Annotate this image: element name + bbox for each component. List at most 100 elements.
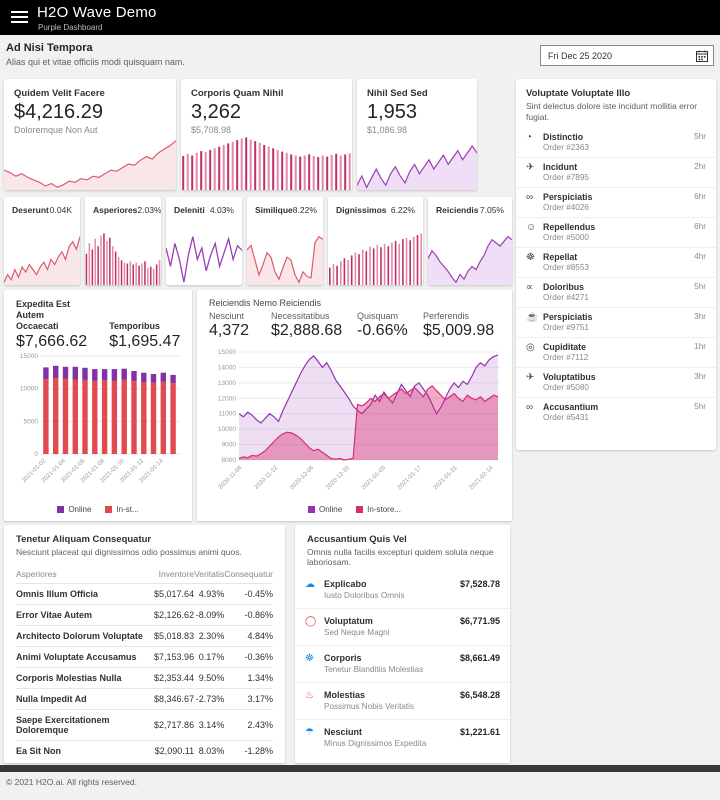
footer-divider [0, 765, 720, 772]
order-time: 5hr [694, 132, 706, 142]
table-row[interactable]: Ea Sit Non $2,090.11 8.03% -1.28% [16, 740, 273, 761]
sale-value: $7,528.78 [459, 579, 500, 589]
column-header: Consequatur [224, 569, 273, 579]
list-item[interactable]: ✈ Voluptatibus Order #5080 3hr [516, 368, 716, 399]
page-subtitle: Alias qui et vitae officiis modi quisqua… [6, 57, 185, 67]
order-text: Cupiditate Order #7112 [543, 342, 694, 363]
order-text: Repellendus Order #5000 [543, 222, 694, 243]
legend-swatch-instore [356, 506, 364, 513]
chart-legend: Online In-store... [197, 505, 512, 514]
card-value: 6.22% [390, 205, 415, 215]
table-cell: 8.03% [194, 740, 225, 761]
order-name: Voluptatibus [543, 372, 596, 383]
table-cell: Saepe Exercitationem Doloremque [16, 709, 155, 741]
data-table: Asperiores Inventore Veritatis Consequatur … [16, 565, 273, 761]
table-cell: -0.45% [224, 583, 273, 605]
list-item[interactable]: ∝ Doloribus Order #4271 5hr [516, 278, 716, 309]
list-item[interactable]: ∞ Perspiciatis Order #4026 6hr [516, 188, 716, 219]
legend-swatch-online [57, 506, 65, 513]
table-row[interactable]: Error Vitae Autem $2,126.62 -8.09% -0.86% [16, 604, 273, 626]
stat-value: -0.66% [357, 322, 408, 339]
stat-column: Temporibus $1,695.47 [109, 321, 180, 352]
table-cell: 1.34% [224, 667, 273, 689]
sale-name: Voluptatum [324, 616, 373, 626]
sale-value: $8,661.49 [459, 653, 500, 663]
list-item[interactable]: ☸ Repellat Order #8553 4hr [516, 248, 716, 279]
card-title: Similique [255, 205, 293, 215]
order-text: Repellat Order #8553 [543, 252, 694, 273]
table-row[interactable]: Nulla Impedit Ad $8,346.67 -2.73% 3.17% [16, 688, 273, 710]
list-item[interactable]: ∞ Accusantium Order #5431 5hr [516, 398, 716, 427]
card-title: Asperiores [93, 205, 138, 215]
order-time: 4hr [694, 252, 706, 262]
area-chart-card: Reiciendis Nemo Reiciendis Nesciunt 4,372… [197, 290, 512, 521]
list-item[interactable]: ◔ Distinctio Order #2363 5hr [516, 128, 716, 159]
legend-label: In-st... [116, 505, 139, 514]
table-cell: 3.14% [194, 709, 225, 741]
sale-text: Nesciunt Minus Dignissimos Expedita [324, 727, 460, 749]
legend-label: In-store... [367, 505, 401, 514]
table-cell: Animi Voluptate Accusamus [16, 646, 155, 668]
legend-label: Online [68, 505, 92, 514]
order-time: 3hr [694, 312, 706, 322]
table-header-row: Asperiores Inventore Veritatis Consequatur [16, 565, 273, 584]
list-item: ♨ Molestias Possimus Nobis Veritatis $6,548… [295, 683, 510, 720]
stat-label: Quisquam [357, 311, 399, 321]
svg-text:2021-02-14: 2021-02-14 [469, 465, 495, 491]
list-item[interactable]: ☺ Repellendus Order #5000 6hr [516, 218, 716, 249]
sale-name: Molestias [324, 690, 366, 700]
order-text: Incidunt Order #7895 [543, 162, 694, 183]
order-caption: Order #8553 [543, 263, 589, 273]
list-item[interactable]: ✈ Incidunt Order #7895 2hr [516, 158, 716, 189]
order-time: 5hr [694, 402, 706, 412]
order-time: 1hr [694, 342, 706, 352]
binoculars-icon: ∞ [526, 192, 534, 204]
card-title: Nihil Sed Sed [367, 88, 428, 99]
sale-name: Corporis [324, 653, 362, 663]
table-cell: $2,353.44 [154, 667, 195, 689]
table-row[interactable]: Corporis Molestias Nulla $2,353.44 9.50% 1.… [16, 667, 273, 689]
table-cell: Architecto Dolorum Voluptate [16, 625, 155, 647]
stat-card-nihil: Nihil Sed Sed 1,953 $1,086.98 [357, 79, 477, 190]
order-text: Perspiciatis Order #4026 [543, 192, 694, 213]
table-card: Tenetur Aliquam Consequatur Nesciunt pla… [4, 525, 285, 763]
order-name: Perspiciatis [543, 312, 593, 323]
table-row[interactable]: Architecto Dolorum Voluptate $5,018.83 2.3… [16, 625, 273, 647]
stat-value: $7,666.62 [16, 333, 88, 351]
table-row[interactable]: Omnis Illum Officia $5,017.64 4.93% -0.45% [16, 583, 273, 605]
order-time: 5hr [694, 282, 706, 292]
small-card-reiciendis: Reiciendis 7.05% [428, 197, 512, 285]
table-cell: 9.50% [194, 667, 225, 689]
list-item[interactable]: ☕ Perspiciatis Order #9751 3hr [516, 308, 716, 339]
date-picker[interactable]: Fri Dec 25 2020 [540, 45, 714, 66]
table-cell: $5,018.83 [154, 625, 195, 647]
list-item[interactable]: ◎ Cupiditate Order #7112 1hr [516, 338, 716, 369]
stat-value: $5,009.98 [423, 322, 495, 339]
card-subtitle: Nesciunt placeat qui dignissimos odio po… [16, 547, 242, 557]
card-title: Corporis Quam Nihil [191, 88, 284, 99]
sale-name: Nesciunt [324, 727, 363, 737]
card-aux-value: $5,708.98 [191, 125, 232, 135]
order-caption: Order #9751 [543, 323, 589, 333]
hamburger-menu-icon[interactable] [11, 11, 28, 24]
app-header: H2O Wave Demo Purple Dashboard [0, 0, 720, 35]
svg-text:2020-11-22: 2020-11-22 [254, 465, 280, 491]
table-cell: Corporis Molestias Nulla [16, 667, 155, 689]
sparkline-bar-chart [181, 134, 352, 190]
table-cell: 4.84% [224, 625, 273, 647]
stat-label: Expedita Est Autem Occaecati [16, 299, 71, 331]
table-row[interactable]: Animi Voluptate Accusamus $7,153.96 0.17% -… [16, 646, 273, 668]
sparkline-line-chart [166, 230, 242, 285]
table-cell: -1.28% [224, 740, 273, 761]
card-title: Quidem Velit Facere [14, 88, 105, 99]
area-chart: 8000 9000 10000 11000 12000 13000 14000 15000 20… [205, 348, 504, 500]
sale-caption: Possimus Nobis Veritatis [324, 702, 415, 711]
stat-column: Perferendis $5,009.98 [423, 311, 494, 340]
svg-text:8000: 8000 [222, 457, 237, 464]
order-name: Incidunt [543, 162, 578, 173]
table-row[interactable]: Saepe Exercitationem Doloremque $2,717.86… [16, 709, 273, 741]
stat-label: Perferendis [423, 311, 470, 321]
legend-swatch-online [308, 506, 316, 513]
fire-icon: ♨ [305, 690, 314, 701]
